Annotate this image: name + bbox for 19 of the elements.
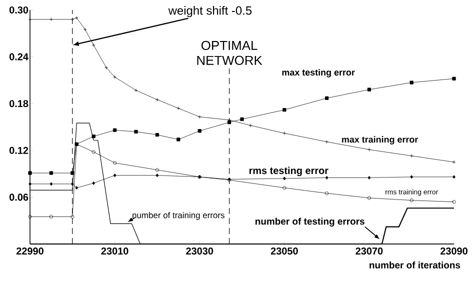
y-tick-label: 0.30: [9, 6, 28, 14]
x-tick-label: 23090: [440, 248, 468, 255]
y-tick-label: 0.24: [9, 53, 28, 60]
y-tick-label: 0.06: [9, 194, 28, 201]
series-label: rms testing error: [249, 166, 328, 176]
ref-line-label: OPTIMAL NETWORK: [197, 40, 262, 65]
x-tick-label: 23030: [186, 248, 214, 255]
x-axis-title: number of iterations: [370, 262, 460, 268]
legend-label: number of training errors: [132, 212, 224, 220]
x-tick-label: 22990: [16, 248, 44, 255]
x-tick-label: 23010: [101, 248, 128, 255]
y-tick-label: 0.12: [9, 146, 28, 154]
annotation: weight shift -0.5: [168, 6, 252, 18]
x-tick-label: 23070: [356, 248, 383, 255]
x-tick-label: 23050: [270, 248, 298, 255]
series-label: max training error: [342, 136, 418, 144]
series-label: max testing error: [282, 68, 355, 78]
series-label: number of testing errors: [256, 218, 364, 227]
y-tick-label: 0.18: [9, 100, 28, 108]
